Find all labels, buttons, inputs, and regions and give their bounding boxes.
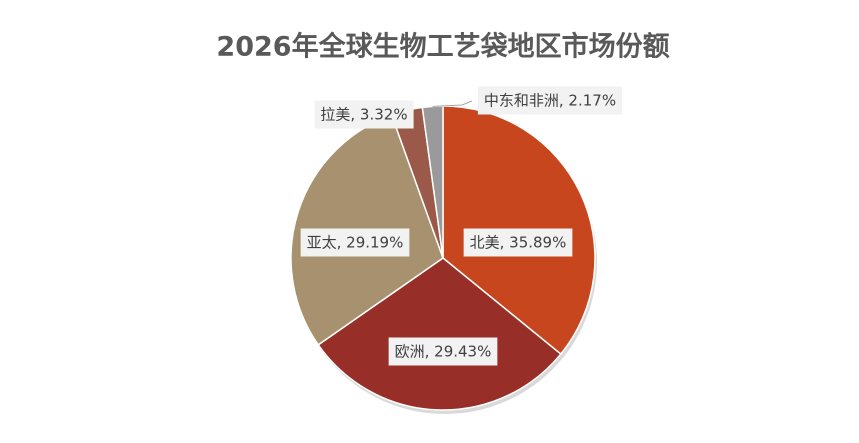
data-label-box xyxy=(477,86,623,115)
data-label: 北美, 35.89% xyxy=(470,234,567,252)
data-label: 欧洲, 29.43% xyxy=(395,343,492,361)
chart-title: 2026年全球生物工艺袋地区市场份额 xyxy=(216,31,669,63)
data-label-box xyxy=(463,228,573,257)
leader-line xyxy=(432,100,473,107)
data-label: 中东和非洲, 2.17% xyxy=(484,92,616,110)
data-label-group: 中东和非洲, 2.17% xyxy=(477,86,623,115)
data-label-box xyxy=(300,228,410,257)
data-label-group: 欧洲, 29.43% xyxy=(388,337,498,366)
data-label-group: 拉美, 3.32% xyxy=(314,100,414,129)
data-label: 拉美, 3.32% xyxy=(320,106,407,124)
data-label-box xyxy=(314,100,414,129)
data-label: 亚太, 29.19% xyxy=(307,234,404,252)
data-label-group: 北美, 35.89% xyxy=(463,228,573,257)
data-label-box xyxy=(388,337,498,366)
pie-slice xyxy=(317,257,562,411)
data-label-group: 亚太, 29.19% xyxy=(300,228,410,257)
